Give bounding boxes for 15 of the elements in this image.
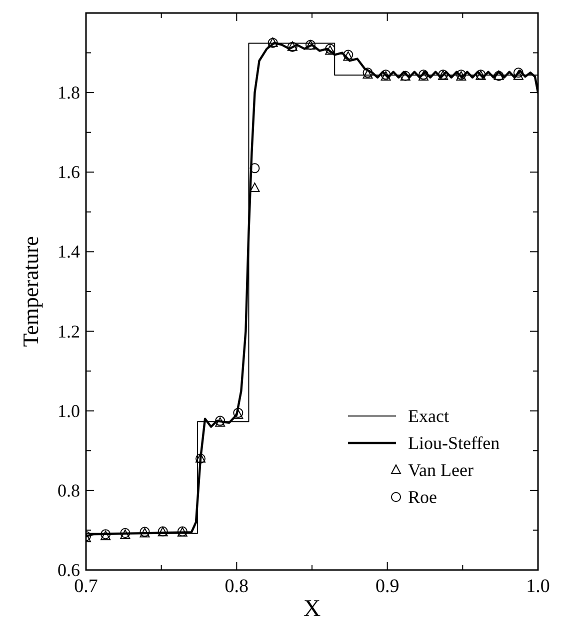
y-tick-label: 1.2 bbox=[58, 321, 80, 342]
y-tick-label: 1.8 bbox=[58, 82, 80, 103]
x-axis-title: X bbox=[303, 596, 321, 622]
legend-label: Exact bbox=[408, 406, 449, 426]
x-tick-label: 0.9 bbox=[375, 576, 400, 597]
y-tick-label: 1.0 bbox=[58, 400, 80, 421]
legend-label: Roe bbox=[408, 487, 438, 507]
legend-label: Van Leer bbox=[408, 460, 474, 480]
x-tick-label: 1.0 bbox=[526, 576, 550, 597]
y-tick-label: 0.8 bbox=[58, 480, 80, 500]
y-tick-label: 1.4 bbox=[58, 242, 80, 262]
legend-label: Liou-Steffen bbox=[408, 433, 500, 453]
y-tick-label: 1.6 bbox=[58, 162, 80, 182]
y-axis-title: Temperature bbox=[18, 236, 43, 347]
x-tick-label: 0.8 bbox=[224, 576, 249, 597]
